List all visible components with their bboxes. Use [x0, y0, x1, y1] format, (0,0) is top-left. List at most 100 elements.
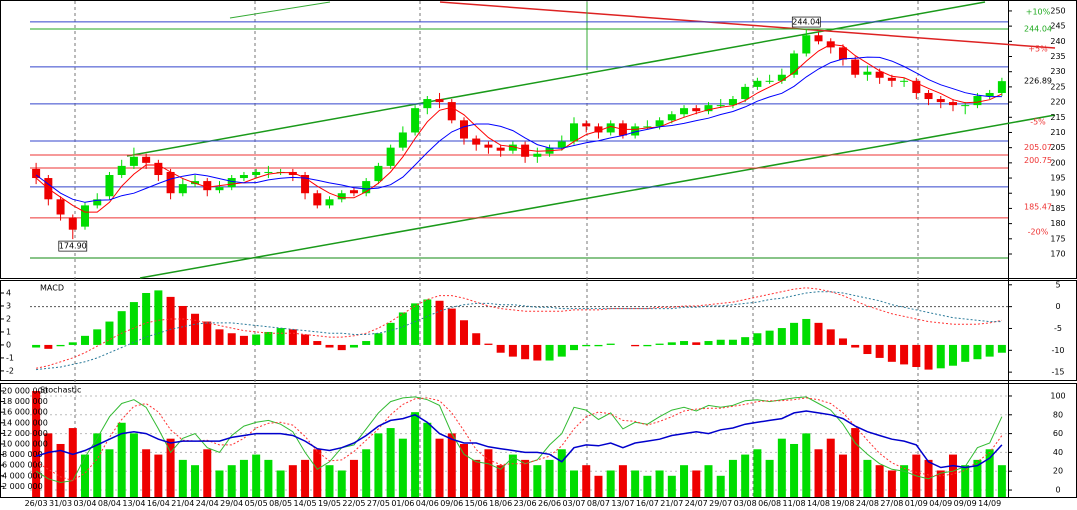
- volume-bar: [521, 459, 530, 497]
- level-label: -5%: [1030, 117, 1046, 126]
- macd-bar: [570, 344, 579, 351]
- candle-body: [105, 175, 114, 197]
- candle-body: [900, 80, 909, 82]
- macd-bar: [142, 292, 151, 345]
- low-label: 174.90: [59, 242, 87, 251]
- macd-bar: [81, 335, 90, 345]
- macd-bar: [961, 344, 970, 362]
- macd-bar: [887, 344, 896, 362]
- y2-tick-label: 100: [1050, 391, 1065, 400]
- y-tick-label: 205: [1050, 143, 1065, 152]
- macd-bar: [985, 344, 994, 357]
- volume-bar: [32, 390, 41, 497]
- candle-body: [447, 102, 456, 121]
- panel-title: Stochastic: [40, 386, 81, 395]
- macd-bar: [337, 344, 346, 351]
- trend-lines: [126, 1, 1056, 279]
- candle-body: [936, 99, 945, 103]
- macd-bar: [973, 344, 982, 360]
- candle-body: [680, 108, 689, 115]
- candle-body: [814, 35, 823, 42]
- volume-bar: [117, 422, 126, 497]
- candle-body: [472, 138, 481, 145]
- volume-bar: [900, 465, 909, 497]
- y-tick-label: 16 000 000: [2, 408, 48, 417]
- volume-bar: [93, 433, 102, 497]
- volume-bar: [741, 454, 750, 497]
- indicator-line: [35, 56, 1002, 203]
- x-tick-label: 24/07: [685, 499, 708, 508]
- x-tick-label: 09/06: [440, 499, 463, 508]
- volume-bar: [802, 433, 811, 497]
- volume-bar: [557, 449, 566, 497]
- macd-bar: [313, 341, 322, 345]
- macd-bar: [362, 341, 371, 345]
- x-tick-label: 24/04: [196, 499, 219, 508]
- volume-bar: [423, 422, 432, 497]
- candle-body: [154, 162, 163, 176]
- x-tick-label: 08/05: [269, 499, 292, 508]
- x-tick-label: 06/08: [758, 499, 781, 508]
- volume-bar: [973, 459, 982, 497]
- resistance-line: [439, 1, 1056, 49]
- volume-bar: [398, 438, 407, 497]
- y-tick-label: 170: [1050, 249, 1065, 258]
- volume-bar: [178, 459, 187, 497]
- volume-bar: [582, 465, 591, 497]
- volume-bar: [728, 459, 737, 497]
- high-label-box: [791, 16, 821, 28]
- volume-bar: [704, 465, 713, 497]
- y-tick-label: 190: [1050, 189, 1065, 198]
- x-tick-label: 01/06: [391, 499, 414, 508]
- candle-body: [496, 147, 505, 151]
- x-tick-label: 19/08: [831, 499, 854, 508]
- level-label: 200.75: [1024, 156, 1052, 165]
- macd-bar: [753, 333, 762, 345]
- candle-body: [887, 77, 896, 81]
- short-trend: [229, 1, 331, 19]
- y2-tick-label: 5: [1055, 280, 1060, 289]
- volume-bar: [44, 433, 53, 497]
- x-tick-label: 14/08: [807, 499, 830, 508]
- y2-tick-label: 60: [1053, 429, 1063, 438]
- macd-bar: [459, 320, 468, 345]
- x-tick-label: 22/05: [342, 499, 365, 508]
- candle-body: [325, 199, 334, 206]
- y-tick-label: -2: [6, 366, 14, 375]
- macd-bar: [802, 318, 811, 345]
- volume-bar: [545, 459, 554, 497]
- macd-bar: [203, 321, 212, 345]
- low-label-box: [58, 240, 88, 252]
- candle-body: [435, 99, 444, 103]
- macd-bar: [349, 344, 358, 348]
- volume-bar: [753, 449, 762, 497]
- candle-body: [948, 102, 957, 106]
- x-tick-label: 23/06: [514, 499, 537, 508]
- indicator-line: [35, 287, 1003, 369]
- macd-bar: [582, 344, 591, 347]
- y-tick-label: 4: [6, 288, 11, 297]
- volume-bar: [264, 459, 273, 497]
- x-tick-label: 04/06: [416, 499, 439, 508]
- candle-body: [606, 123, 615, 133]
- candle-body: [68, 217, 77, 230]
- macd-bar: [863, 344, 872, 355]
- y2-tick-label: 0: [1055, 486, 1060, 495]
- candle-body: [557, 141, 566, 148]
- y-tick-label: 2 000 000: [2, 482, 43, 491]
- candle-body: [32, 168, 41, 179]
- y-tick-label: 250: [1050, 6, 1065, 15]
- macd-bar: [533, 344, 542, 361]
- y-tick-label: 215: [1050, 113, 1065, 122]
- level-label: +10%: [1026, 7, 1051, 16]
- y-tick-label: 2: [6, 314, 11, 323]
- candle-body: [374, 165, 383, 182]
- macd-bar: [936, 344, 945, 369]
- macd-bar: [411, 303, 420, 345]
- candle-body: [777, 74, 786, 81]
- volume-bar: [508, 454, 517, 497]
- y-tick-label: 240: [1050, 37, 1065, 46]
- macd-bar: [594, 344, 603, 347]
- macd-bar: [276, 328, 285, 345]
- macd-bar: [851, 344, 860, 348]
